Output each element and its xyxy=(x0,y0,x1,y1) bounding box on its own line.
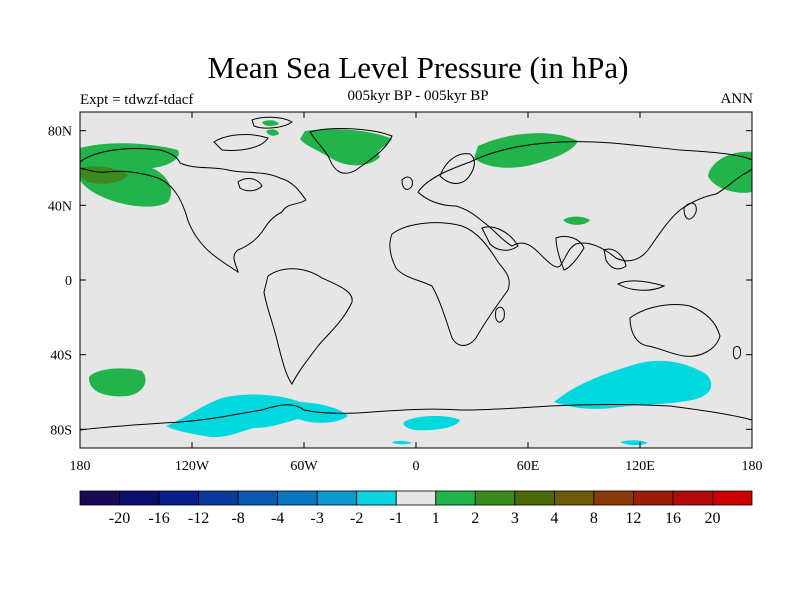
colorbar-label: 12 xyxy=(625,510,641,527)
coastline-europe-asia xyxy=(417,141,753,268)
colorbar-swatch xyxy=(633,490,674,506)
region-negative-ross xyxy=(392,440,412,445)
region-negative-amundsen xyxy=(166,394,348,438)
coastline-southeast-asia xyxy=(603,248,666,291)
chart-subtitle: 005kyr BP - 005kyr BP xyxy=(347,88,489,104)
coastline-hudson-bay xyxy=(237,178,263,192)
coastlines xyxy=(79,116,753,431)
lon-tick-label: 120W xyxy=(175,459,210,474)
colorbar-swatch xyxy=(356,490,397,506)
colorbar-label: -12 xyxy=(188,510,209,527)
coastline-north-america xyxy=(79,148,307,274)
region-negative-east-antarctic xyxy=(620,440,648,446)
region-negative-south-indian xyxy=(554,360,712,409)
coastline-africa xyxy=(389,222,510,346)
coastline-madagascar xyxy=(495,306,505,323)
colorbar-label: -8 xyxy=(231,510,244,527)
region-positive-south-pacific xyxy=(88,368,146,397)
colorbar-label: 1 xyxy=(432,510,440,527)
colorbar-swatch xyxy=(79,490,120,506)
coastline-japan xyxy=(683,202,697,220)
coastline-antarctica xyxy=(79,404,753,431)
region-positive-siberia xyxy=(474,133,578,168)
colorbar-swatch xyxy=(553,490,595,506)
coastline-south-america xyxy=(263,268,353,385)
colorbar-label: 3 xyxy=(511,510,519,527)
coastline-australia xyxy=(629,304,721,357)
colorbar-label: 20 xyxy=(704,510,720,527)
experiment-label: Expt = tdwzf-tdacf xyxy=(80,92,194,108)
lat-tick-label: 40S xyxy=(50,349,72,364)
colorbar-label: -2 xyxy=(350,510,363,527)
lon-tick-label: 120E xyxy=(625,459,655,474)
coastline-uk xyxy=(401,176,413,190)
region-negative-weddell xyxy=(403,416,460,431)
colorbar-swatch xyxy=(395,490,437,506)
colorbar-swatch xyxy=(593,490,634,506)
colorbar-swatch xyxy=(712,490,753,506)
region-positive-arctic-canada xyxy=(266,129,279,136)
colorbar-swatch xyxy=(158,490,199,506)
coastline-greenland xyxy=(309,128,393,174)
colorbar-label: -3 xyxy=(311,510,324,527)
colorbar-swatch xyxy=(672,490,713,506)
lon-tick-label: 60E xyxy=(517,459,540,474)
colorbar-swatch xyxy=(435,490,476,506)
colorbar-label: -16 xyxy=(148,510,169,527)
region-positive-east-siberia xyxy=(708,151,752,193)
region-positive-greenland xyxy=(300,129,392,166)
region-positive-arctic-ne xyxy=(262,120,279,127)
axis-ticks: 180 120W 60W 0 60E 120E 180 80N 40N 0 40S 80S xyxy=(48,112,763,474)
map-plot: 180 120W 60W 0 60E 120E 180 80N 40N 0 40S 80S xyxy=(48,111,763,474)
coastline-india xyxy=(555,235,585,271)
region-positive-alaska xyxy=(80,143,179,207)
colorbar-swatch xyxy=(474,490,516,506)
colorbar-label: -4 xyxy=(271,510,284,527)
colorbar-label: 8 xyxy=(590,510,598,527)
colorbar-swatch xyxy=(237,490,279,506)
lat-tick-label: 40N xyxy=(48,199,72,214)
lon-tick-label: 180 xyxy=(70,459,91,474)
colorbar-swatch xyxy=(277,490,318,506)
colorbar-swatch xyxy=(514,490,555,506)
colorbar-swatch xyxy=(198,490,239,506)
lon-tick-label: 0 xyxy=(413,459,420,474)
region-positive-central-asia xyxy=(563,216,590,225)
lat-tick-label: 80N xyxy=(48,125,72,140)
lat-tick-label: 0 xyxy=(65,274,72,289)
coastline-arabia xyxy=(481,226,519,251)
colorbar-label: 4 xyxy=(550,510,558,527)
colorbar-swatch xyxy=(316,490,358,506)
colorbar-label: -1 xyxy=(390,510,403,527)
coastline-canadian-archipelago xyxy=(213,116,293,151)
chart-title: Mean Sea Level Pressure (in hPa) xyxy=(207,50,629,85)
colorbar-label: 16 xyxy=(665,510,681,527)
lon-tick-label: 60W xyxy=(290,459,318,474)
lat-tick-label: 80S xyxy=(50,423,72,438)
colorbar-label: 2 xyxy=(471,510,479,527)
colorbar-label: -20 xyxy=(109,510,130,527)
coastline-scandinavia xyxy=(439,153,475,184)
lon-tick-label: 180 xyxy=(742,459,763,474)
colorbar: -20 -16 -12 -8 -4 -3 -2 -1 1 2 3 4 8 12 16 20 xyxy=(79,490,753,527)
colorbar-swatch xyxy=(119,490,160,506)
season-label: ANN xyxy=(720,91,754,107)
coastline-new-zealand xyxy=(733,345,741,360)
anomaly-regions xyxy=(80,120,752,446)
